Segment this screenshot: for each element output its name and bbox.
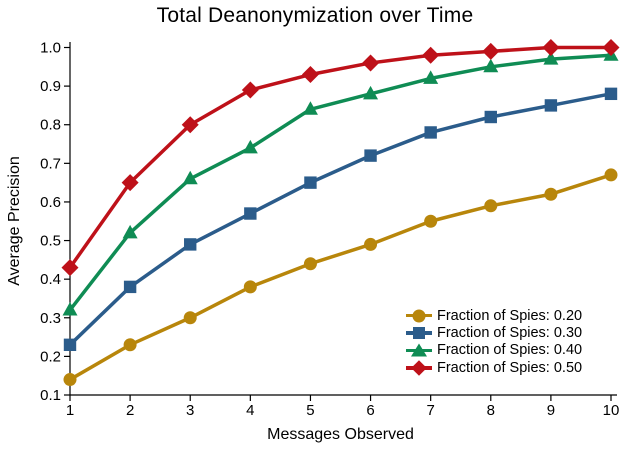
legend-marker-square-icon	[406, 325, 432, 342]
legend-marker-triangle-icon	[406, 342, 432, 359]
chart-title: Total Deanonymization over Time	[156, 4, 474, 27]
legend-item: Fraction of Spies: 0.50	[406, 359, 582, 376]
legend-label: Fraction of Spies: 0.30	[437, 325, 583, 342]
series-0	[63, 168, 618, 387]
y-tick-label: 0.4	[40, 271, 61, 288]
x-tick-label: 10	[603, 402, 620, 419]
legend: Fraction of Spies: 0.20 Fraction of Spie…	[406, 307, 582, 377]
x-tick-label: 9	[547, 402, 555, 419]
y-tick-label: 0.8	[40, 117, 61, 134]
x-tick-label: 8	[487, 402, 495, 419]
x-tick-label: 7	[426, 402, 434, 419]
series-1	[63, 87, 618, 352]
legend-item: Fraction of Spies: 0.20	[406, 307, 582, 324]
x-tick-label: 5	[306, 402, 314, 419]
legend-item: Fraction of Spies: 0.40	[406, 342, 582, 359]
series-2	[62, 47, 619, 316]
axes: 1 2 3 4 5 6 7 8 9 10 0.1 0.2 0.3 0.4 0.5 0.6 0.7 0.8 0.9 1.…	[40, 40, 619, 420]
y-tick-label: 0.6	[40, 194, 61, 211]
x-tick-label: 6	[366, 402, 374, 419]
x-tick-label: 1	[66, 402, 74, 419]
y-tick-label: 1.0	[40, 40, 61, 57]
legend-label: Fraction of Spies: 0.50	[437, 359, 583, 376]
x-tick-label: 3	[186, 402, 194, 419]
y-tick-label: 0.9	[40, 78, 61, 95]
legend-item: Fraction of Spies: 0.30	[406, 324, 582, 341]
y-tick-label: 0.7	[40, 155, 61, 172]
legend-marker-diamond-icon	[406, 359, 432, 376]
x-axis-label: Messages Observed	[267, 426, 414, 443]
y-tick-label: 0.2	[40, 348, 61, 365]
legend-label: Fraction of Spies: 0.40	[437, 342, 583, 359]
legend-label: Fraction of Spies: 0.20	[437, 307, 583, 324]
y-tick-label: 0.5	[40, 233, 61, 250]
y-tick-label: 0.1	[40, 387, 61, 404]
x-tick-label: 4	[246, 402, 254, 419]
legend-marker-circle-icon	[406, 307, 432, 324]
x-tick-label: 2	[126, 402, 134, 419]
series-3	[61, 39, 620, 277]
y-tick-label: 0.3	[40, 310, 61, 327]
